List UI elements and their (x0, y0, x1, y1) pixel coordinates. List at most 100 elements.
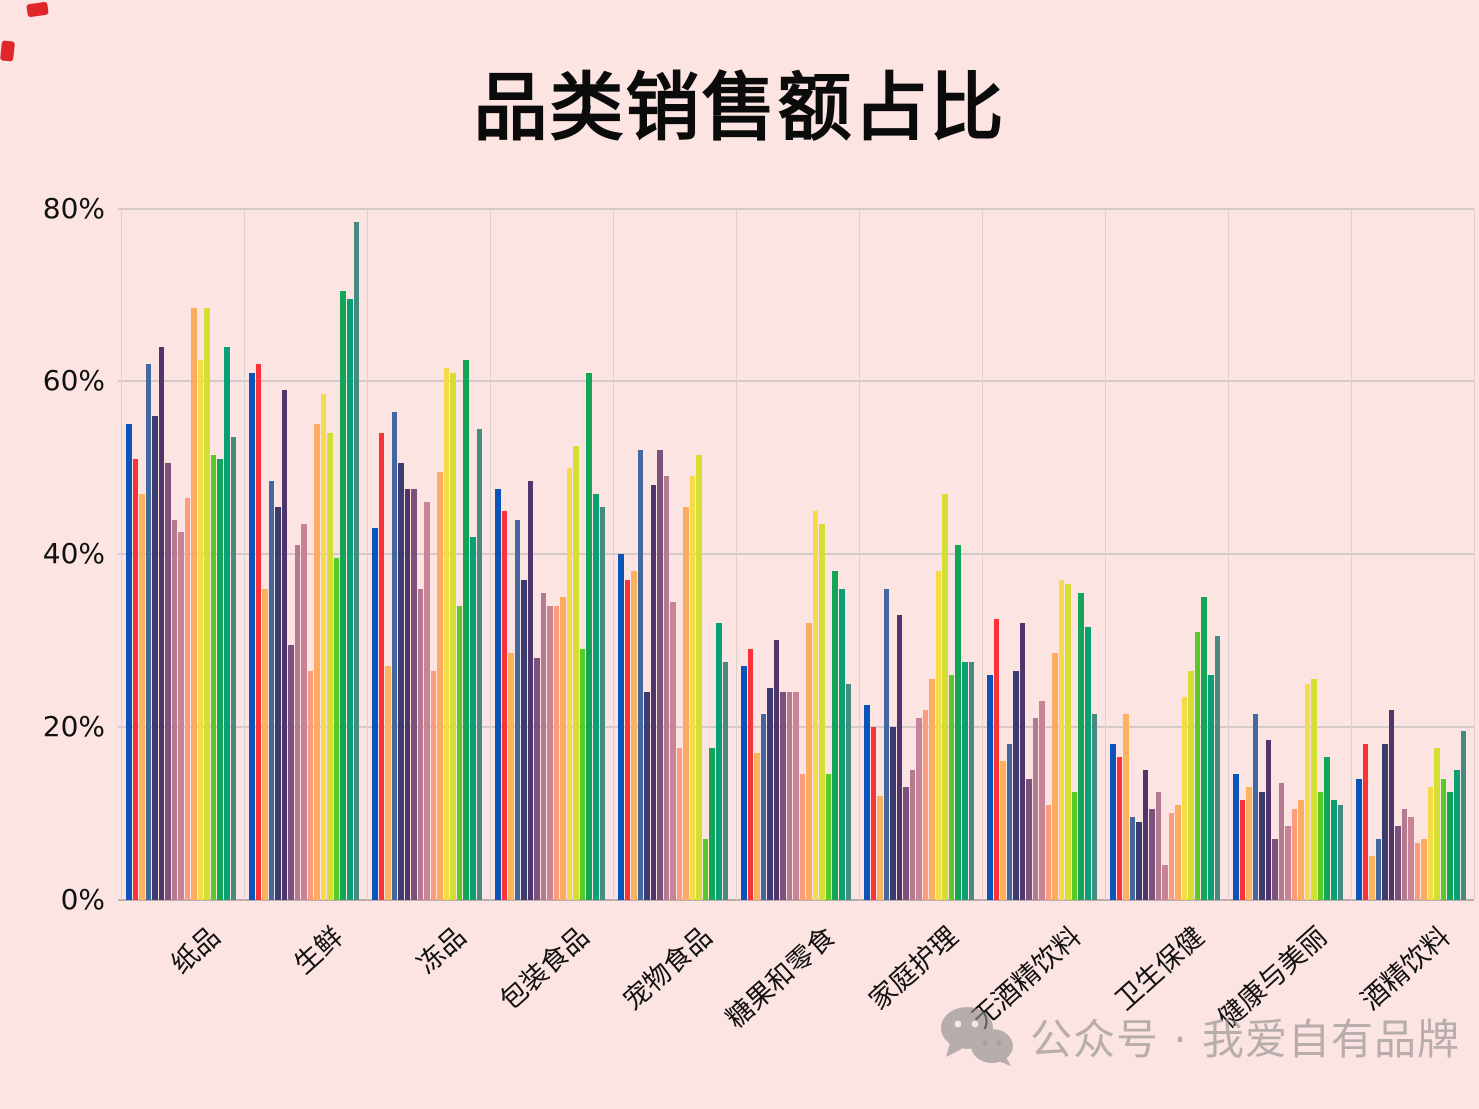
category-separator (1105, 208, 1106, 900)
bar-mauve (1278, 782, 1285, 900)
category-separator (367, 208, 368, 900)
bar-gold (1304, 683, 1311, 900)
bar-eggplant (650, 484, 657, 900)
bar-red (747, 649, 754, 900)
bar-blue (864, 705, 870, 900)
watermark: 公众号 · 我爱自有品牌 (940, 1005, 1460, 1067)
bar-steel-blue (637, 450, 644, 900)
x-axis-label: 包装食品 (494, 921, 596, 1017)
bar-dark-teal (1091, 713, 1098, 900)
bar-lime (579, 649, 586, 900)
bar-gold (320, 394, 327, 900)
bar-plum (411, 489, 417, 900)
bar-teal (1084, 627, 1091, 900)
bar-navy (890, 726, 896, 900)
bar-mauve (540, 592, 547, 900)
red-mark-top (26, 1, 49, 18)
bar-green (955, 545, 961, 900)
bar-amber (1000, 761, 1006, 900)
bar-mauve (417, 588, 424, 900)
bar-gold (1427, 787, 1434, 900)
bar-amber (754, 752, 760, 900)
gridline-60 (118, 380, 1474, 383)
bar-gold (443, 368, 450, 900)
bar-navy (1382, 744, 1388, 900)
bar-amber (262, 588, 268, 900)
bar-navy (767, 687, 773, 900)
bar-group-6 (741, 209, 852, 900)
bar-dark-teal (845, 683, 852, 900)
bar-green (463, 359, 469, 900)
bar-dark-teal (230, 437, 237, 900)
gridline-80 (118, 207, 1474, 210)
bar-salmon (1291, 808, 1298, 900)
bar-salmon (1414, 843, 1421, 900)
bar-amber (1369, 856, 1375, 900)
bar-gold (689, 476, 696, 900)
bar-rose (1408, 817, 1414, 900)
gridline-0 (118, 898, 1474, 901)
bar-red (870, 726, 877, 900)
x-axis-label: 冻品 (411, 921, 473, 981)
x-axis-label: 纸品 (165, 921, 227, 981)
bar-rose (1039, 700, 1045, 900)
bar-mauve (1401, 808, 1408, 900)
bar-amber (631, 571, 637, 900)
x-axis-label: 卫生保健 (1109, 921, 1211, 1017)
bar-blue (1233, 774, 1239, 900)
chart-title: 品类销售额占比 (473, 65, 1006, 151)
bar-lime (333, 558, 340, 900)
bar-dark-teal (353, 221, 360, 900)
bar-gold (935, 571, 942, 900)
bar-red (993, 618, 1000, 900)
bar-gold (566, 467, 573, 900)
bar-mauve (663, 476, 670, 900)
bar-plum (780, 692, 786, 900)
bar-steel-blue (760, 713, 767, 900)
bar-red (132, 459, 139, 900)
bar-chartreuse (1311, 679, 1317, 900)
bar-red (255, 364, 262, 900)
bar-blue (1356, 778, 1362, 900)
bar-lime (1071, 791, 1078, 900)
bar-orange (191, 307, 197, 900)
bar-rose (670, 601, 676, 900)
bar-plum (534, 657, 540, 900)
bar-lime (210, 454, 217, 900)
bar-salmon (922, 709, 929, 900)
bar-navy (644, 692, 650, 900)
bar-green (1324, 757, 1330, 900)
bar-plum (1272, 839, 1278, 900)
bar-steel-blue (391, 411, 398, 900)
bar-orange (1298, 800, 1304, 900)
x-axis-label: 糖果和零食 (720, 921, 842, 1035)
bar-lime (702, 839, 709, 900)
bar-gold (812, 510, 819, 900)
bar-blue (126, 424, 132, 900)
bar-eggplant (527, 480, 534, 900)
bar-dark-teal (968, 662, 975, 900)
bar-navy (152, 415, 158, 900)
bar-orange (806, 623, 812, 900)
bar-steel-blue (514, 519, 521, 900)
bar-eggplant (1265, 739, 1272, 900)
bar-steel-blue (268, 480, 275, 900)
bar-blue (249, 372, 255, 900)
bar-group-1 (126, 209, 237, 900)
bar-group-4 (495, 209, 606, 900)
bar-mauve (171, 519, 178, 900)
bar-teal (1207, 674, 1214, 900)
category-separator (1228, 208, 1229, 900)
bar-rose (301, 523, 307, 900)
bar-mauve (1032, 718, 1039, 900)
bar-red (1362, 744, 1369, 900)
bar-chartreuse (942, 493, 948, 900)
bar-lime (1440, 778, 1447, 900)
bar-blue (741, 666, 747, 900)
bar-chartreuse (204, 307, 210, 900)
bar-steel-blue (145, 364, 152, 900)
bar-orange (314, 424, 320, 900)
bar-amber (385, 666, 391, 900)
x-axis-label: 酒精饮料 (1355, 921, 1457, 1017)
